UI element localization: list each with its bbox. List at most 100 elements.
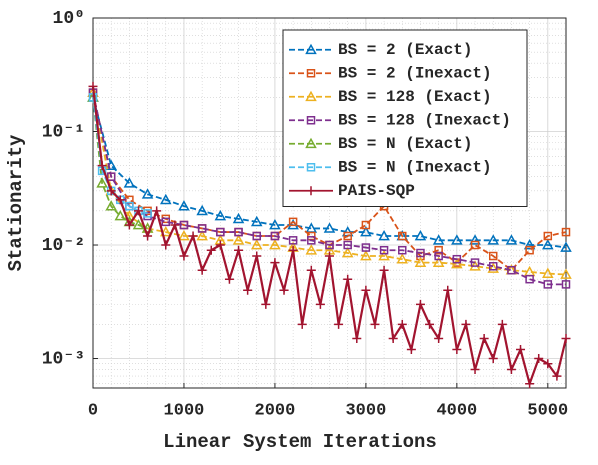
marker bbox=[270, 231, 280, 241]
marker bbox=[325, 251, 334, 261]
y-axis-label: Stationarity bbox=[5, 134, 27, 271]
marker bbox=[497, 319, 507, 329]
marker bbox=[361, 285, 371, 295]
marker bbox=[152, 206, 162, 216]
y-tick-label: 10⁻² bbox=[42, 236, 85, 256]
marker bbox=[543, 280, 553, 289]
marker bbox=[542, 267, 554, 278]
marker bbox=[523, 238, 536, 250]
marker bbox=[170, 220, 180, 230]
marker bbox=[115, 195, 125, 205]
marker bbox=[416, 248, 425, 258]
marker bbox=[561, 227, 571, 237]
marker bbox=[451, 234, 463, 245]
y-tick-label: 10⁻¹ bbox=[42, 122, 85, 142]
marker bbox=[96, 177, 108, 188]
marker bbox=[434, 251, 443, 261]
marker bbox=[179, 251, 189, 261]
marker bbox=[378, 229, 390, 241]
marker bbox=[488, 262, 498, 271]
marker bbox=[243, 285, 253, 295]
marker bbox=[487, 262, 500, 273]
marker bbox=[543, 231, 553, 241]
marker bbox=[269, 238, 281, 250]
series-line bbox=[92, 97, 567, 249]
marker bbox=[461, 319, 471, 329]
marker bbox=[414, 256, 427, 267]
marker bbox=[352, 334, 362, 344]
marker bbox=[88, 81, 98, 91]
marker bbox=[452, 345, 462, 355]
marker bbox=[206, 245, 216, 255]
marker bbox=[334, 319, 344, 329]
marker bbox=[159, 226, 172, 237]
x-axis-label: Linear System Iterations bbox=[163, 431, 437, 453]
marker bbox=[443, 285, 453, 295]
marker bbox=[415, 299, 425, 309]
marker bbox=[525, 274, 534, 284]
marker bbox=[105, 200, 117, 211]
marker bbox=[306, 163, 316, 172]
series-line bbox=[92, 97, 148, 230]
marker bbox=[215, 240, 225, 250]
marker bbox=[143, 209, 152, 218]
marker bbox=[323, 222, 336, 233]
marker bbox=[396, 253, 409, 264]
marker bbox=[343, 231, 352, 241]
marker bbox=[379, 265, 389, 275]
marker bbox=[106, 186, 116, 196]
marker bbox=[306, 265, 316, 275]
marker bbox=[398, 231, 407, 241]
legend-label: PAIS-SQP bbox=[338, 182, 415, 200]
marker bbox=[196, 229, 208, 241]
marker bbox=[197, 265, 207, 275]
marker bbox=[232, 234, 245, 245]
marker bbox=[470, 240, 480, 250]
marker bbox=[288, 236, 298, 245]
marker bbox=[114, 209, 127, 221]
marker bbox=[288, 245, 298, 255]
x-tick-label: 1000 bbox=[164, 401, 205, 420]
y-tick-label: 10⁰ bbox=[53, 9, 85, 29]
marker bbox=[250, 215, 263, 227]
marker bbox=[534, 354, 544, 364]
marker bbox=[379, 245, 389, 255]
marker bbox=[543, 359, 553, 369]
marker bbox=[560, 268, 572, 279]
marker bbox=[196, 204, 208, 216]
marker bbox=[179, 220, 189, 230]
marker bbox=[125, 201, 134, 211]
marker bbox=[288, 217, 298, 227]
marker bbox=[234, 245, 244, 255]
marker bbox=[370, 319, 380, 329]
marker bbox=[488, 354, 498, 364]
marker bbox=[216, 227, 225, 237]
series-line bbox=[92, 92, 567, 276]
legend-label: BS = 128 (Inexact) bbox=[338, 111, 511, 129]
plot-frame bbox=[92, 17, 567, 389]
marker bbox=[159, 193, 172, 205]
marker bbox=[341, 246, 354, 258]
marker bbox=[143, 231, 153, 241]
legend-box bbox=[282, 29, 528, 207]
marker bbox=[488, 251, 498, 261]
legend-label: BS = 128 (Exact) bbox=[338, 88, 492, 106]
legend-label: BS = N (Inexact) bbox=[338, 158, 492, 176]
marker bbox=[378, 249, 390, 261]
marker bbox=[360, 226, 372, 237]
marker bbox=[306, 186, 316, 196]
legend-label: BS = 2 (Exact) bbox=[338, 41, 472, 59]
x-tick-label: 3000 bbox=[345, 401, 386, 420]
marker bbox=[224, 274, 234, 284]
marker bbox=[398, 245, 407, 255]
marker bbox=[252, 251, 262, 261]
marker bbox=[432, 234, 445, 245]
marker bbox=[507, 265, 516, 275]
marker bbox=[434, 245, 443, 255]
marker bbox=[261, 299, 271, 309]
marker bbox=[470, 258, 480, 267]
marker bbox=[305, 244, 318, 255]
marker bbox=[252, 231, 261, 241]
marker bbox=[269, 218, 281, 230]
